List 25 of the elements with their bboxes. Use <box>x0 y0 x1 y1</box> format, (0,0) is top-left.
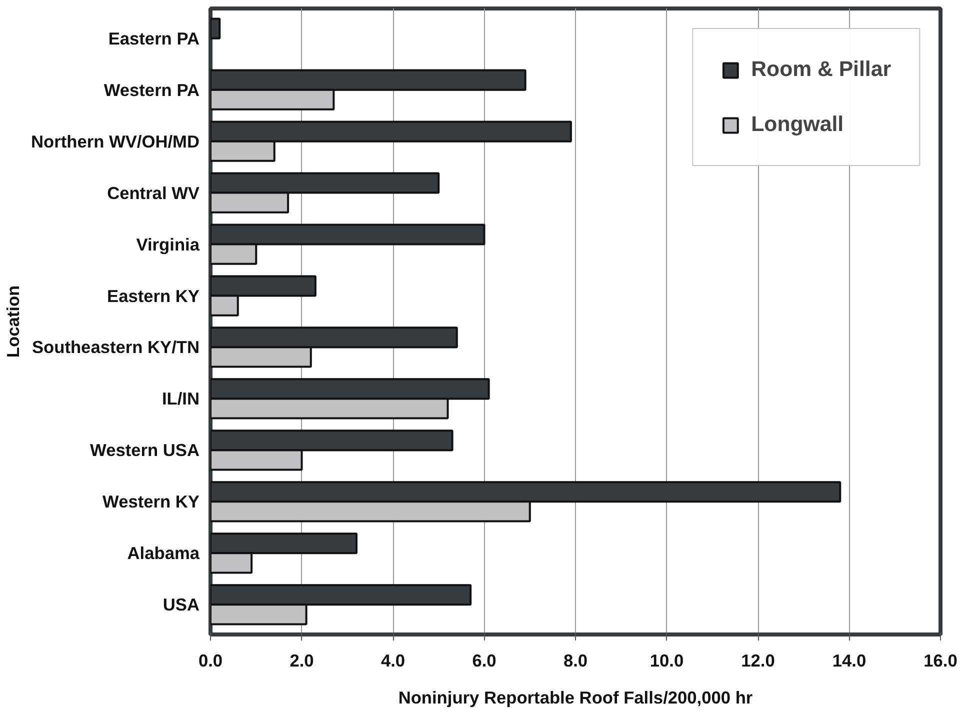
y-tick-label: Western KY <box>102 492 200 512</box>
y-tick-label: Central WV <box>107 182 200 203</box>
x-tick-label: 8.0 <box>563 650 588 670</box>
x-tick-label: 4.0 <box>380 650 406 670</box>
y-tick-label: Eastern PA <box>108 28 200 48</box>
x-tick-label: 6.0 <box>472 650 496 670</box>
y-tick-label: Northern WV/OH/MD <box>31 131 200 152</box>
y-axis-title: Location <box>3 285 24 358</box>
x-tick-label: 2.0 <box>290 650 314 670</box>
x-tick-label: 0.0 <box>198 650 223 670</box>
y-tick-label: USA <box>162 594 200 615</box>
y-tick-label: Virginia <box>136 234 200 254</box>
x-tick-label: 10.0 <box>650 650 684 670</box>
y-tick-label: Alabama <box>127 543 200 564</box>
legend-label: Room & Pillar <box>751 57 891 82</box>
y-tick-label: Western PA <box>104 80 200 100</box>
x-tick-label: 16.0 <box>924 650 958 670</box>
y-tick-label: Southeastern KY/TN <box>32 337 200 358</box>
x-tick-label: 14.0 <box>832 650 866 670</box>
x-tick-label: 12.0 <box>741 650 775 670</box>
y-tick-label: Eastern KY <box>107 286 200 306</box>
x-axis-title: Noninjury Reportable Roof Falls/200,000 hr <box>398 688 753 708</box>
legend-label: Longwall <box>751 112 844 137</box>
y-tick-label: IL/IN <box>162 388 200 409</box>
y-tick-label: Western USA <box>90 440 200 460</box>
